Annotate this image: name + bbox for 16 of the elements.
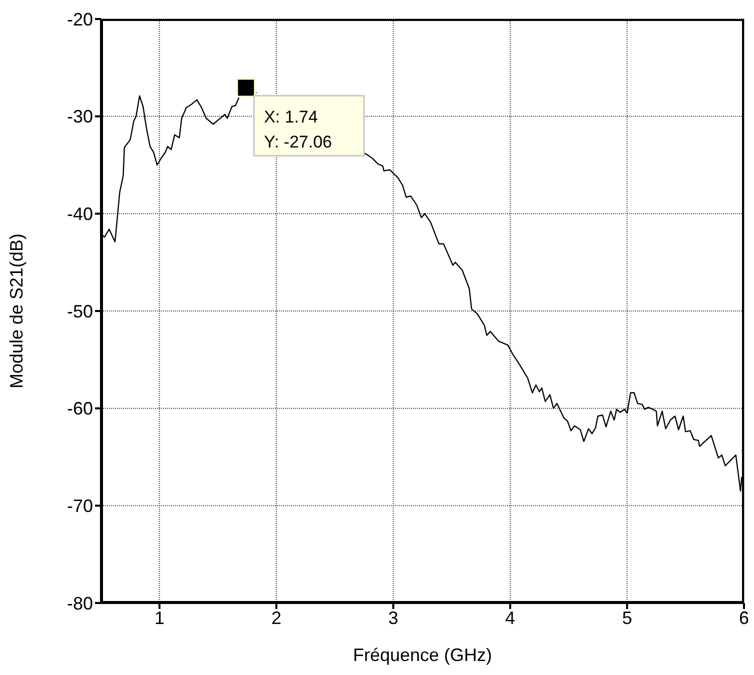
y-axis-title: Module de S21(dB) <box>6 233 26 389</box>
x-axis-title: Fréquence (GHz) <box>352 645 492 665</box>
x-tick-label: 5 <box>622 608 632 628</box>
y-tick-label: -50 <box>66 301 93 322</box>
y-tick-label: -80 <box>66 593 93 614</box>
y-tick-label: -30 <box>66 106 93 127</box>
annotation: X: 1.74 Y: -27.06 <box>264 108 332 152</box>
y-tick-label: -70 <box>66 496 93 516</box>
y-tick-label: -40 <box>66 204 93 224</box>
x-tick-label: 1 <box>154 608 164 628</box>
x-tick-label: 3 <box>388 608 398 628</box>
y-tick-label: -20 <box>66 9 93 30</box>
y-tick-label: -60 <box>66 398 93 419</box>
x-tick-label: 4 <box>505 608 516 628</box>
x-tick-label: 6 <box>738 608 750 628</box>
x-tick-label: 2 <box>271 608 282 628</box>
